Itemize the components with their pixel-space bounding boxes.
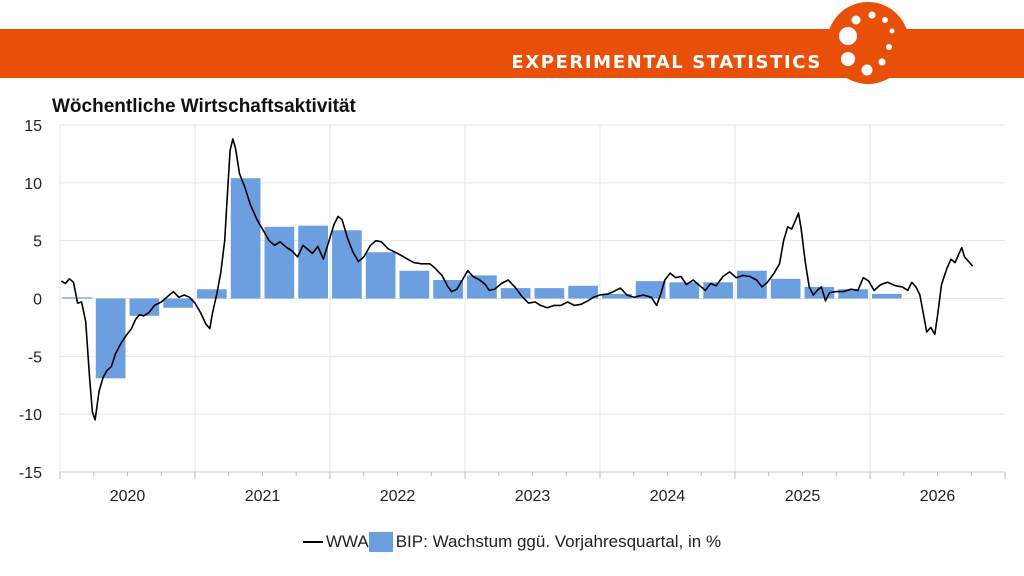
gdp-bar (838, 289, 868, 299)
chart-legend: WWA BIP: Wachstum ggü. Vorjahresquartal,… (0, 530, 1024, 554)
x-tick-label: 2020 (110, 488, 146, 505)
gdp-bar (568, 285, 598, 299)
y-tick-label: 5 (33, 234, 42, 251)
y-tick-label: -15 (19, 465, 42, 482)
legend-label-bip: BIP: Wachstum ggü. Vorjahresquartal, in … (395, 532, 722, 551)
x-tick-label: 2024 (650, 488, 686, 505)
x-tick-label: 2021 (245, 488, 281, 505)
gdp-bar (635, 281, 666, 299)
gdp-bar (197, 289, 227, 299)
y-tick-label: 10 (24, 176, 42, 193)
wwa-line (60, 138, 974, 421)
gdp-bar (872, 293, 902, 299)
legend-bar-swatch (368, 532, 393, 552)
gdp-bar (129, 298, 160, 316)
legend-item-wwa: WWA (302, 532, 369, 552)
gdp-bar (669, 282, 700, 299)
gdp-bar (737, 270, 767, 299)
gdp-bar (332, 230, 362, 299)
legend-label-wwa: WWA (325, 532, 369, 551)
legend-line-swatch (302, 541, 323, 543)
x-tick-label: 2023 (515, 488, 551, 505)
orange-circle-dots-logo-icon (827, 2, 909, 84)
gdp-bar (534, 288, 565, 299)
gdp-bar (770, 278, 801, 299)
gdp-bar (230, 178, 261, 299)
y-tick-label: 15 (24, 118, 42, 135)
gdp-bar (500, 288, 531, 299)
x-tick-label: 2025 (785, 488, 821, 505)
gdp-bar (264, 226, 295, 299)
chart-title: Wöchentliche Wirtschaftsaktivität (52, 96, 356, 117)
gdp-bar (365, 252, 396, 299)
gdp-bar (298, 225, 328, 299)
y-tick-label: 0 (33, 292, 42, 309)
gdp-bar (433, 279, 463, 299)
y-tick-label: -5 (28, 349, 42, 366)
gdp-bar (804, 286, 835, 299)
x-tick-label: 2022 (380, 488, 416, 505)
gdp-bar (602, 293, 632, 299)
legend-item-bip: BIP: Wachstum ggü. Vorjahresquartal, in … (368, 532, 722, 552)
gdp-bar (95, 298, 126, 379)
gdp-bar (399, 270, 430, 299)
gdp-bar (467, 275, 497, 299)
gdp-bar (163, 298, 193, 308)
x-tick-label: 2026 (920, 488, 956, 505)
y-tick-label: -10 (19, 407, 42, 424)
banner-title: EXPERIMENTAL STATISTICS (511, 52, 822, 73)
gdp-bar (703, 282, 733, 299)
